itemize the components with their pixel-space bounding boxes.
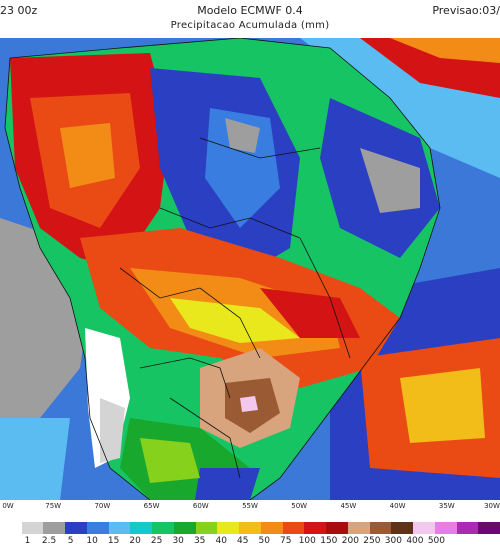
scale-value-label: 250 <box>363 536 381 546</box>
longitude-label: 65W <box>143 502 160 510</box>
longitude-label: 70W <box>94 502 111 510</box>
scale-value-label: 1 <box>24 536 31 546</box>
precipitation-field <box>0 38 500 500</box>
color-scale-bar <box>0 522 500 534</box>
southern-lime <box>140 438 200 483</box>
pink-peak <box>240 396 258 412</box>
longitude-label: 45W <box>340 502 357 510</box>
amazon-grey <box>225 118 260 153</box>
scale-value-label: 300 <box>384 536 402 546</box>
andes-grey <box>100 398 125 463</box>
color-swatch <box>413 522 436 534</box>
color-swatch <box>347 522 371 534</box>
color-swatch <box>478 522 500 534</box>
pacific-light-blue <box>0 418 70 500</box>
longitude-label: 55W <box>242 502 258 510</box>
scale-value-label: 15 <box>107 536 120 546</box>
color-swatch <box>369 522 392 534</box>
northeast-grey <box>360 148 420 213</box>
scale-value-label: 10 <box>86 536 98 546</box>
color-swatch <box>43 522 66 534</box>
scale-value-label: 30 <box>172 536 184 546</box>
scale-value-label: 400 <box>406 536 424 546</box>
scale-value-label: 2.5 <box>41 536 57 546</box>
scale-value-label: 5 <box>67 536 74 546</box>
longitude-label: 75W <box>45 502 62 510</box>
color-swatch <box>260 522 284 534</box>
amazon-mid-blue <box>205 108 280 228</box>
map-title: Modelo ECMWF 0.4 <box>197 4 303 17</box>
longitude-label: 40W <box>389 502 406 510</box>
scale-value-label: 75 <box>280 536 292 546</box>
central-yellow <box>170 298 300 343</box>
color-swatch <box>304 522 327 534</box>
northwest-orange <box>60 123 115 188</box>
color-swatch <box>217 522 240 534</box>
color-swatch <box>152 522 175 534</box>
southern-blue <box>195 468 260 500</box>
color-swatch <box>0 522 23 534</box>
color-swatch <box>65 522 88 534</box>
longitude-label: 50W <box>291 502 308 510</box>
scale-value-label: 20 <box>129 536 141 546</box>
longitude-label: 60W <box>192 502 209 510</box>
scale-value-label: 40 <box>215 536 227 546</box>
color-swatch <box>108 522 131 534</box>
color-swatch <box>195 522 218 534</box>
longitude-label: 30W <box>484 502 500 510</box>
scale-value-label: 45 <box>237 536 249 546</box>
scale-value-label: 100 <box>298 536 316 546</box>
color-swatch <box>391 522 414 534</box>
color-swatch <box>326 522 349 534</box>
color-swatch <box>239 522 262 534</box>
longitude-label: 0W <box>2 502 14 510</box>
scale-value-label: 200 <box>341 536 359 546</box>
southeast-heavy <box>260 288 360 338</box>
run-time-label: 23 00z <box>0 4 38 17</box>
scale-value-label: 50 <box>258 536 270 546</box>
scale-value-label: 35 <box>193 536 206 546</box>
color-swatch <box>86 522 110 534</box>
scale-value-label: 150 <box>320 536 338 546</box>
color-swatch <box>434 522 458 534</box>
color-scale-labels: 1 2.5 5 10 15 20 25 30 35 40 45 50 75 100 150 200 250 300… <box>0 536 500 548</box>
forecast-date-label: Previsao:03/ <box>432 4 500 17</box>
color-swatch <box>456 522 479 534</box>
south-atlantic-orange <box>400 368 485 443</box>
precipitation-map <box>0 38 500 500</box>
country-borders <box>4 38 441 500</box>
scale-value-label: 25 <box>150 536 163 546</box>
map-subtitle: Precipitacao Acumulada (mm) <box>170 20 330 31</box>
color-swatch <box>173 522 197 534</box>
longitude-label: 35W <box>438 502 455 510</box>
color-swatch <box>130 522 153 534</box>
atlantic-orange-band <box>390 38 500 63</box>
color-swatch <box>21 522 44 534</box>
color-swatch <box>282 522 305 534</box>
longitude-axis: 0W 75W 70W 65W 60W 55W 50W 45W 40W 35W 30W <box>0 502 500 514</box>
scale-value-label: 500 <box>427 536 446 546</box>
